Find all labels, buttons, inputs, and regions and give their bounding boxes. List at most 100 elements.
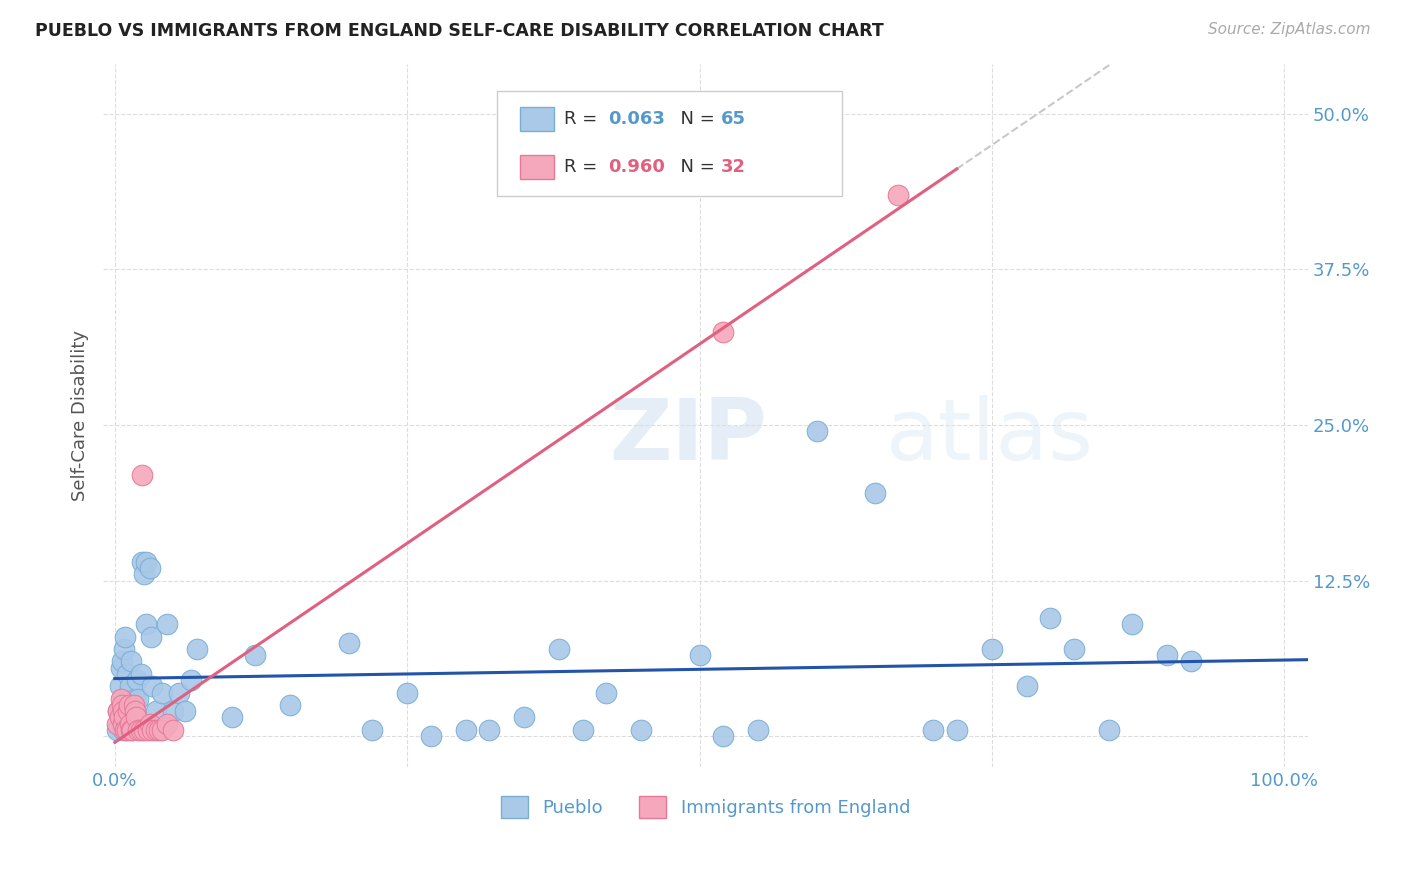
Point xyxy=(1015,679,1038,693)
Point xyxy=(108,710,131,724)
Y-axis label: Self-Care Disability: Self-Care Disability xyxy=(72,330,89,501)
Point xyxy=(107,704,129,718)
Point xyxy=(111,716,134,731)
Point xyxy=(630,723,652,737)
Point xyxy=(105,716,128,731)
Point xyxy=(337,636,360,650)
Point xyxy=(1156,648,1178,663)
Point xyxy=(111,655,134,669)
Point xyxy=(980,642,1002,657)
Point xyxy=(110,661,132,675)
Point xyxy=(361,723,384,737)
Point xyxy=(124,691,146,706)
Point xyxy=(595,685,617,699)
Point xyxy=(120,655,142,669)
Point xyxy=(221,710,243,724)
Text: Source: ZipAtlas.com: Source: ZipAtlas.com xyxy=(1208,22,1371,37)
Point xyxy=(141,679,163,693)
Point xyxy=(1180,655,1202,669)
Point xyxy=(145,704,167,718)
Point xyxy=(135,555,157,569)
Point xyxy=(139,561,162,575)
Point xyxy=(111,723,134,737)
Point xyxy=(132,567,155,582)
Point xyxy=(118,679,141,693)
Point xyxy=(162,704,184,718)
Point xyxy=(174,704,197,718)
Point xyxy=(111,691,134,706)
Point xyxy=(150,723,173,737)
Point xyxy=(125,710,148,724)
Point xyxy=(419,729,441,743)
Point xyxy=(118,698,141,712)
Point xyxy=(125,673,148,687)
Point xyxy=(571,723,593,737)
Point xyxy=(156,617,179,632)
Point xyxy=(131,467,153,482)
Point xyxy=(396,685,419,699)
Text: 65: 65 xyxy=(721,110,747,128)
Text: 32: 32 xyxy=(721,158,747,177)
Point xyxy=(107,704,129,718)
Point xyxy=(454,723,477,737)
Point xyxy=(129,723,152,737)
Point xyxy=(150,685,173,699)
Text: R =: R = xyxy=(564,158,603,177)
Point xyxy=(115,667,138,681)
Point xyxy=(125,710,148,724)
Point xyxy=(548,642,571,657)
Point xyxy=(131,555,153,569)
Point xyxy=(711,729,734,743)
Point xyxy=(689,648,711,663)
Point xyxy=(1098,723,1121,737)
Text: 0.960: 0.960 xyxy=(609,158,665,177)
Point xyxy=(863,486,886,500)
Text: ZIP: ZIP xyxy=(609,395,766,478)
Point xyxy=(136,723,159,737)
Point xyxy=(118,716,141,731)
Point xyxy=(513,710,536,724)
Point xyxy=(117,704,139,718)
Legend: Pueblo, Immigrants from England: Pueblo, Immigrants from England xyxy=(494,789,917,825)
Point xyxy=(108,679,131,693)
Point xyxy=(186,642,208,657)
Point xyxy=(156,716,179,731)
Point xyxy=(148,723,170,737)
Point xyxy=(922,723,945,737)
Point xyxy=(278,698,301,712)
Point xyxy=(112,642,135,657)
Point xyxy=(127,723,149,737)
Point xyxy=(887,187,910,202)
Point xyxy=(478,723,501,737)
Text: R =: R = xyxy=(564,110,603,128)
Point xyxy=(110,691,132,706)
Text: N =: N = xyxy=(669,158,720,177)
Point xyxy=(139,630,162,644)
Point xyxy=(105,723,128,737)
Point xyxy=(141,723,163,737)
Point xyxy=(121,723,143,737)
Point xyxy=(946,723,969,737)
Point xyxy=(115,723,138,737)
Point xyxy=(747,723,769,737)
Point xyxy=(127,691,149,706)
Point xyxy=(162,723,184,737)
Point xyxy=(1039,611,1062,625)
Point xyxy=(122,716,145,731)
Text: PUEBLO VS IMMIGRANTS FROM ENGLAND SELF-CARE DISABILITY CORRELATION CHART: PUEBLO VS IMMIGRANTS FROM ENGLAND SELF-C… xyxy=(35,22,884,40)
Point xyxy=(132,723,155,737)
Point xyxy=(114,630,136,644)
Point xyxy=(711,325,734,339)
Point xyxy=(111,704,134,718)
Point xyxy=(118,685,141,699)
Point xyxy=(806,424,828,438)
Point xyxy=(124,704,146,718)
Point xyxy=(167,685,190,699)
Point xyxy=(1121,617,1143,632)
Point xyxy=(112,710,135,724)
Point xyxy=(145,723,167,737)
Point xyxy=(129,667,152,681)
Point xyxy=(135,617,157,632)
Point xyxy=(120,723,142,737)
Point xyxy=(114,723,136,737)
